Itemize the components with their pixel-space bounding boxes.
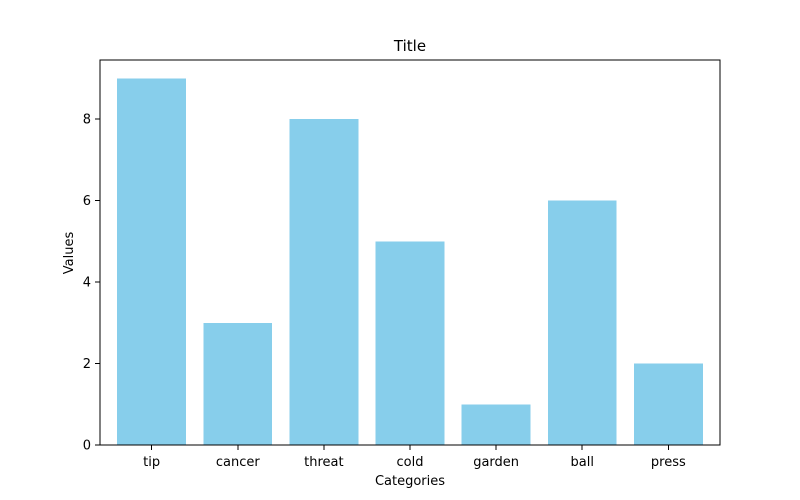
x-tick-label: cold [397,455,424,470]
y-tick-label: 2 [83,357,91,372]
bar-cancer [203,322,273,445]
bar-garden [461,404,531,445]
bar-ball [547,200,617,445]
x-axis-label: Categories [375,474,445,489]
x-tick-label: tip [143,455,160,470]
y-tick-label: 8 [83,113,91,128]
bar-tip [117,78,187,445]
x-tick-label: garden [473,455,519,470]
x-tick-label: threat [304,455,343,470]
y-axis-label: Values [62,232,77,275]
plot-frame [99,59,721,446]
x-tick-label: press [651,455,686,470]
y-tick-label: 6 [83,194,91,209]
x-ticks-group: tip cancer threat cold garden ball press [143,445,686,470]
bar-cold [375,241,445,445]
chart-title: Title [393,37,426,55]
y-tick-label: 0 [83,439,91,454]
y-tick-label: 4 [83,276,91,291]
bar-press [633,363,703,445]
x-tick-label: ball [570,455,593,470]
x-tick-label: cancer [216,455,260,470]
bar-threat [289,119,359,445]
bars-group [117,78,703,445]
y-ticks-group: 0 2 4 6 8 [83,113,100,454]
